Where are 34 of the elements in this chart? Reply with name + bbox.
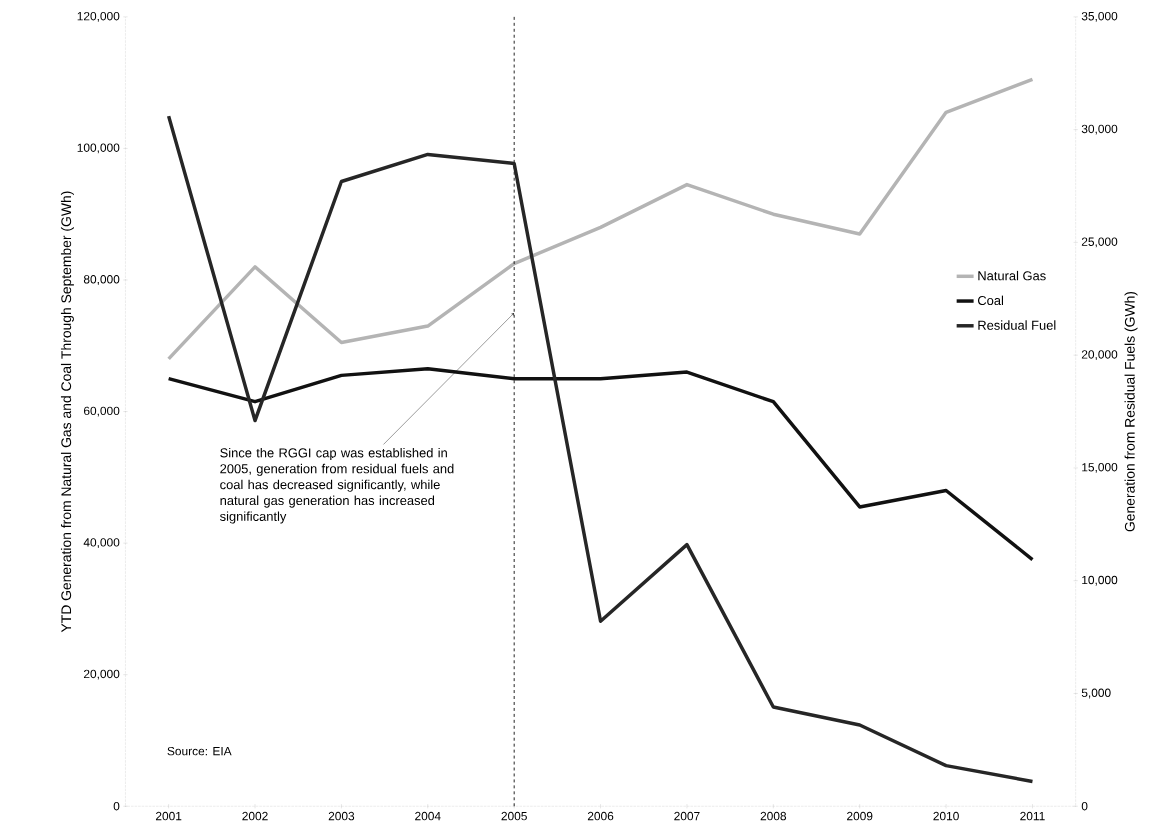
y-tick-label: 0 xyxy=(113,802,120,811)
y-tick-label: 120,000 xyxy=(77,11,120,22)
y-tick-label: 80,000 xyxy=(83,275,120,285)
y-tick-label: 60,000 xyxy=(83,406,120,417)
x-tick-label: 2011 xyxy=(1020,811,1045,821)
y2-tick-label: 0 xyxy=(1081,802,1088,811)
legend-label: Natural Gas xyxy=(978,270,1046,281)
annotation: Since the RGGI cap was established in 2005, generation from residual fuels and coal has decreased significantly, while natural gas generation has increased significantly xyxy=(220,447,454,524)
y2-axis-title: Generation from Residual Fuels (GWh) xyxy=(1124,291,1138,532)
y-tick-label: 40,000 xyxy=(83,538,120,549)
y2-tick-label: 15,000 xyxy=(1082,463,1118,473)
y-tick-label: 100,000 xyxy=(77,143,120,154)
x-tick-label: 2006 xyxy=(587,811,614,821)
x-tick-label: 2008 xyxy=(760,811,787,821)
x-tick-label: 2007 xyxy=(674,811,700,821)
y2-tick-label: 30,000 xyxy=(1081,124,1118,135)
legend-label: Coal xyxy=(977,295,1004,306)
y-tick-label: 20,000 xyxy=(83,669,120,680)
legend-label: Residual Fuel xyxy=(978,320,1056,330)
x-tick-label: 2002 xyxy=(242,811,268,821)
x-tick-label: 2004 xyxy=(415,811,441,821)
annotation: Source: EIA xyxy=(167,746,232,756)
x-tick-label: 2001 xyxy=(155,811,182,821)
x-tick-label: 2005 xyxy=(501,811,527,821)
y2-tick-label: 20,000 xyxy=(1081,350,1118,361)
x-tick-label: 2010 xyxy=(933,811,959,821)
y2-tick-label: 5,000 xyxy=(1081,688,1111,699)
x-tick-label: 2009 xyxy=(847,811,873,821)
y2-tick-label: 25,000 xyxy=(1081,237,1118,248)
line-series xyxy=(166,367,1035,562)
y2-tick-label: 35,000 xyxy=(1081,11,1118,22)
y-axis-title: YTD Generation from Natural Gas and Coal Through September (GWh) xyxy=(60,191,74,633)
y2-tick-label: 10,000 xyxy=(1082,575,1118,586)
x-tick-label: 2003 xyxy=(328,811,355,821)
